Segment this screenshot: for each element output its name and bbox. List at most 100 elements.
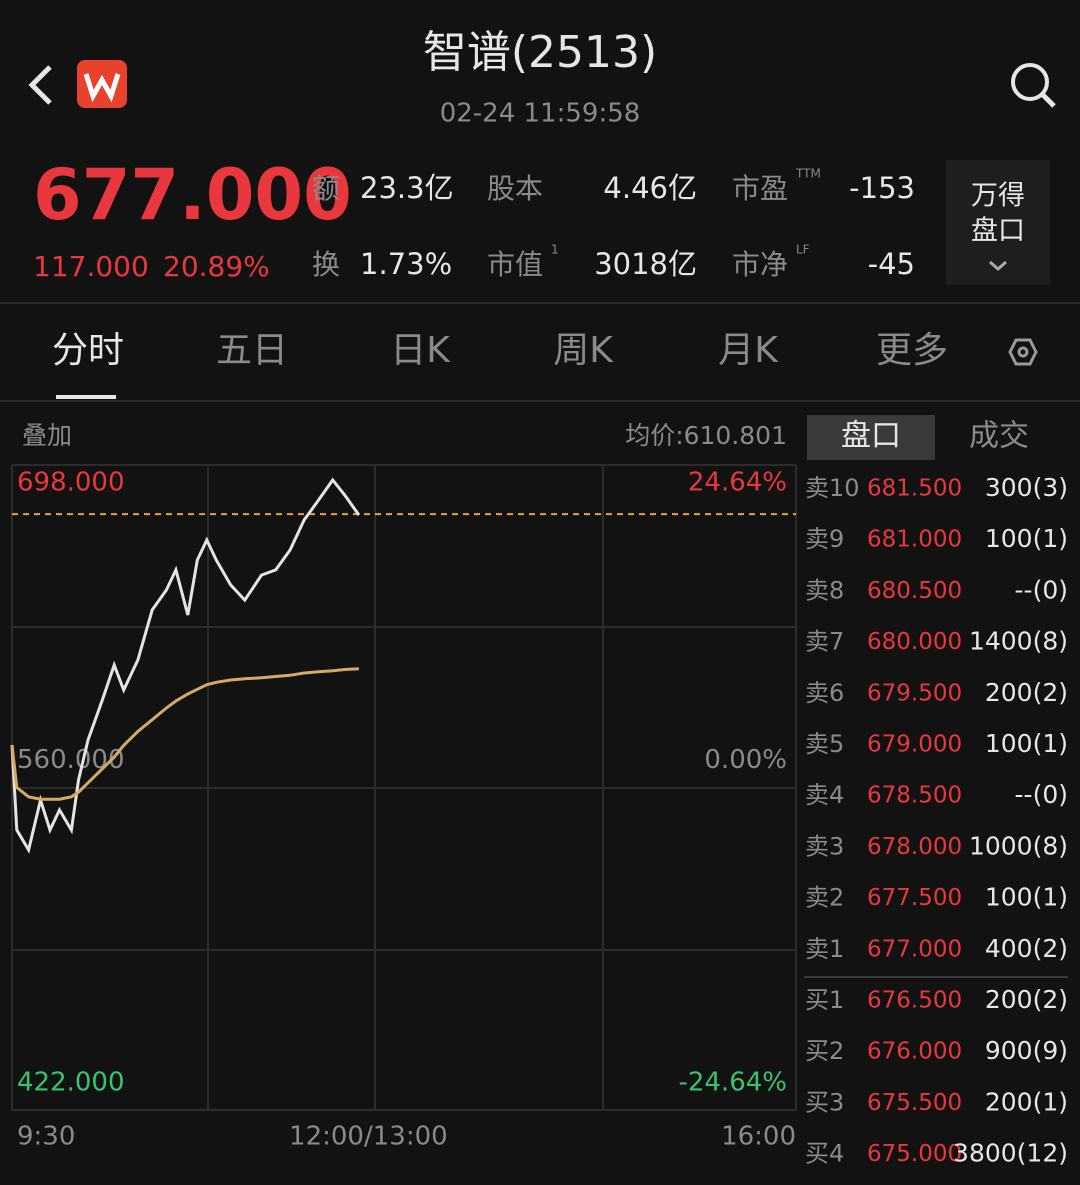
avg-price-line xyxy=(10,667,359,801)
book-price: 677.500 xyxy=(867,885,962,911)
book-tab[interactable]: 盘口 xyxy=(841,419,901,454)
stat-sup: LF xyxy=(796,243,810,257)
book-price: 681.500 xyxy=(867,476,962,502)
x-tick-label: 12:00/13:00 xyxy=(289,1122,448,1152)
settings-dot xyxy=(1017,346,1029,358)
book-volume: 1000(8) xyxy=(969,831,1068,860)
book-volume: 200(1) xyxy=(985,1087,1068,1116)
tab[interactable]: 更多 xyxy=(876,330,948,371)
y-tick-label: 698.000 xyxy=(17,468,125,498)
stat-sup: 1 xyxy=(551,243,559,257)
y2-tick-label: 0.00% xyxy=(704,745,787,775)
book-volume: 100(1) xyxy=(985,729,1068,758)
price: 677.000 xyxy=(33,154,352,236)
book-side: 卖7 xyxy=(805,628,844,656)
back-button[interactable] xyxy=(28,65,52,105)
avg-price: 均价:610.801 xyxy=(625,421,787,450)
book-side: 卖5 xyxy=(805,730,844,758)
stat-value: -153 xyxy=(849,171,915,205)
book-price: 675.000 xyxy=(867,1141,962,1167)
overlay-button[interactable]: 叠加 xyxy=(22,421,72,450)
x-tick-label: 16:00 xyxy=(721,1122,796,1152)
search-handle xyxy=(1040,92,1056,108)
book-price: 675.500 xyxy=(867,1090,962,1116)
book-side: 卖9 xyxy=(805,525,844,553)
book-volume: 100(1) xyxy=(985,883,1068,912)
book-volume: 200(2) xyxy=(985,985,1068,1014)
book-side: 卖8 xyxy=(805,576,844,604)
change: 117.000 xyxy=(33,250,149,283)
book-volume: 200(2) xyxy=(985,678,1068,707)
book-volume: 100(1) xyxy=(985,524,1068,553)
y-tick-label: 422.000 xyxy=(17,1068,125,1098)
y2-tick-label: -24.64% xyxy=(678,1068,787,1098)
y-tick-label: 560.000 xyxy=(17,745,125,775)
stat-label: 市盈 xyxy=(732,172,788,205)
book-side: 卖6 xyxy=(805,679,844,707)
book-side: 买1 xyxy=(805,986,844,1014)
book-volume: --(0) xyxy=(1015,780,1068,809)
book-side: 买3 xyxy=(805,1088,844,1116)
tab[interactable]: 分时 xyxy=(52,330,124,371)
book-price: 681.000 xyxy=(867,527,962,553)
stats: 额 23.3亿 股本 4.46亿 市盈 TTM -153 换 1.73% 市值 1 3018亿 市净 LF… xyxy=(312,167,915,282)
book-price: 676.500 xyxy=(867,988,962,1014)
book-side: 卖1 xyxy=(805,935,844,963)
tabs: 分时 五日 日K 周K 月K 更多 xyxy=(52,330,948,371)
book-price: 676.000 xyxy=(867,1039,962,1065)
book-price: 678.000 xyxy=(867,834,962,860)
x-tick-label: 9:30 xyxy=(17,1122,75,1152)
book-tab-active[interactable] xyxy=(807,415,935,460)
book-volume: 3800(12) xyxy=(953,1139,1068,1168)
book-side: 卖10 xyxy=(805,474,860,502)
book-price: 677.000 xyxy=(867,936,962,962)
title: 智谱(2513) xyxy=(423,27,657,78)
book-tab[interactable]: 成交 xyxy=(969,419,1029,454)
book-price: 679.500 xyxy=(867,680,962,706)
book-volume: 300(3) xyxy=(985,473,1068,502)
tab[interactable]: 月K xyxy=(718,330,779,371)
book-price: 679.000 xyxy=(867,732,962,758)
book-side: 卖4 xyxy=(805,781,844,809)
app-icon-glyph xyxy=(83,73,121,103)
stat-label: 股本 xyxy=(487,172,543,205)
book-volume: 400(2) xyxy=(985,934,1068,963)
depth-button[interactable] xyxy=(946,160,1050,285)
y2-tick-label: 24.64% xyxy=(688,468,787,498)
change-pct: 20.89% xyxy=(163,250,270,283)
stat-label: 换 xyxy=(312,248,340,281)
book-volume: 1400(8) xyxy=(969,627,1068,656)
book-volume: 900(9) xyxy=(985,1036,1068,1065)
stat-value: 23.3亿 xyxy=(360,171,454,205)
tab[interactable]: 周K xyxy=(553,330,614,371)
book-price: 678.500 xyxy=(867,783,962,809)
tab[interactable]: 五日 xyxy=(216,330,288,371)
stat-label: 市净 xyxy=(732,248,788,281)
book-price: 680.500 xyxy=(867,578,962,604)
book-side: 卖3 xyxy=(805,832,844,860)
stat-label: 额 xyxy=(312,172,340,205)
book-side: 卖2 xyxy=(805,884,844,912)
stat-value: -45 xyxy=(868,247,915,281)
book-volume: --(0) xyxy=(1015,575,1068,604)
tab[interactable]: 日K xyxy=(390,330,451,371)
grid xyxy=(11,464,797,1111)
search-button[interactable] xyxy=(1011,63,1049,101)
chevron xyxy=(989,260,1007,271)
stat-value: 1.73% xyxy=(360,247,452,281)
book-side: 买2 xyxy=(805,1037,844,1065)
stat-sup: TTM xyxy=(795,167,821,181)
timestamp: 02-24 11:59:58 xyxy=(440,99,641,129)
stat-label: 市值 xyxy=(487,248,543,281)
book-side: 买4 xyxy=(805,1140,844,1168)
price-line xyxy=(10,477,361,854)
settings-button[interactable] xyxy=(1008,338,1038,366)
depth-button-label: 盘口 xyxy=(971,216,1025,247)
depth-button-label: 万得 xyxy=(971,181,1025,212)
stat-value: 4.46亿 xyxy=(603,171,697,205)
book-price: 680.000 xyxy=(867,629,962,655)
stat-value: 3018亿 xyxy=(594,247,697,281)
